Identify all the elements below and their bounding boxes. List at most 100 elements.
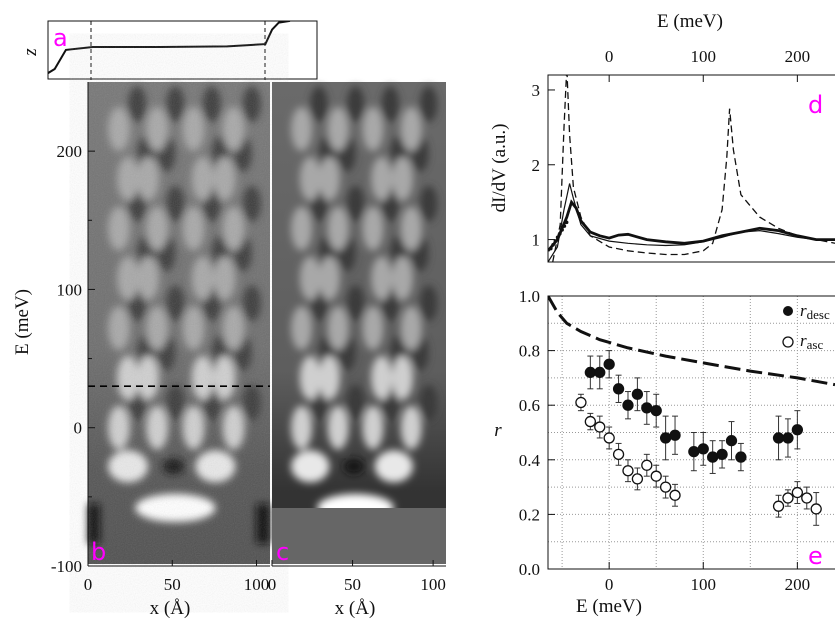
panel-e-point-asc [650,470,662,482]
panel-d-dot [560,228,564,232]
panel-c-xlabel: x (Å) [335,598,376,619]
pattern-fringe [327,107,349,152]
panel-e-point-asc [603,432,615,444]
panel-d-ytick-label: 3 [532,81,541,100]
panel-a-frame [47,20,318,80]
panel-e-label: e [808,542,823,570]
panel-b-ytick-label: 100 [57,280,83,299]
pattern-fringe-dark [346,285,365,322]
panel-d-frame [547,74,835,263]
panel-d-xtick-label: 0 [605,47,614,66]
panel-e-point-asc [669,489,681,501]
panel-d-dot [558,231,562,236]
panel-e-point-desc [707,451,719,463]
panel-e-point-asc [594,421,606,433]
panel-b-xlabel: x (Å) [150,598,191,619]
panel-c: 0 50 100 x (Å) c [268,82,446,619]
pattern-fringe-dark [419,86,438,123]
panel-d-series-thin [548,183,835,262]
legend-asc-label: rasc [800,331,823,352]
panel-c-pattern [291,86,438,522]
panel-e-point-desc [603,358,615,370]
panel-e-point-desc [612,383,625,395]
panel-e-point-desc [631,388,644,400]
legend-open-marker [782,336,794,348]
panel-e-point-desc [772,432,785,444]
panel-e-ytick-label: 1.0 [519,287,540,306]
panel-e-point-asc [584,415,596,428]
panel-b-ytick-label: 0 [74,419,83,438]
pattern-spot [291,450,330,483]
panel-e-plot [548,296,835,526]
panel-e-point-desc [688,445,700,458]
panel-e-point-asc [791,486,804,499]
pattern-fringe [318,156,340,201]
panel-e-point-desc [659,432,672,444]
pattern-fringe [362,405,384,450]
pattern-fringe [318,256,340,301]
panel-e-point-desc [584,366,596,379]
panel-e-point-desc [782,432,794,444]
panel-e-point-asc [641,459,653,471]
panel-e-legend: rdesc rasc [782,301,830,352]
panel-d-xtick-label: 100 [691,47,717,66]
panel-e-point-desc [594,366,606,379]
panel-c-floor [272,508,446,564]
panel-e-xlabel: E (meV) [576,596,642,617]
panel-e-point-asc [575,396,587,409]
panel-c-label: c [276,538,289,566]
panel-e-point-desc [716,448,728,460]
panel-d-label: d [808,91,823,119]
pattern-fringe [318,355,340,400]
panel-d-series-dashed [552,75,835,262]
panel-e-point-desc [725,435,738,447]
pattern-fringe-dark [346,185,365,222]
panel-c-ticks: 0 50 100 [268,560,446,594]
pattern-fringe [299,355,321,400]
panel-d-ytick-label: 1 [532,231,541,250]
panel-e-point-desc [641,402,653,414]
panel-e-point-asc [659,481,672,493]
panel-e-point-desc [669,429,681,441]
pattern-fringe-dark [419,185,438,222]
panel-e-xtick-label: 0 [605,575,614,594]
legend-filled-marker [783,306,793,316]
panel-e-ytick-label: 0.6 [519,396,540,415]
panel-d-dot [555,235,560,240]
pattern-fringe-dark [419,285,438,322]
panel-d-ticks: 0 100 200 1 2 3 [532,47,811,250]
panel-d-dot [551,242,555,247]
panel-e-ticks: 0.0 0.2 0.4 0.6 0.8 1.0 0 100 200 [519,287,810,594]
panel-a: z a [20,20,318,80]
panel-e-point-desc [650,405,662,417]
panel-a-label: a [53,24,68,52]
pattern-fringe [392,355,413,400]
panel-e-point-asc [612,448,625,460]
panel-e-ytick-label: 0.4 [519,451,541,470]
pattern-spot [374,450,413,483]
pattern-fringe [291,206,313,251]
pattern-fringe [362,206,384,251]
panel-e-theory-curve [548,296,835,387]
panel-e-xtick-label: 200 [785,575,811,594]
panel-a-plot [48,21,291,74]
panel-b-xtick-label: 50 [164,575,181,594]
panel-e-point-desc [735,451,747,463]
pattern-fringe-dark [381,86,400,123]
pattern-fringe [291,405,313,450]
panel-a-ylabel: z [20,48,41,57]
panel-a-profile-line [48,21,291,74]
panel-e-ylabel: r [494,420,502,441]
panel-e-xtick-label: 100 [691,575,717,594]
pattern-fringe [371,355,393,400]
panel-b-ytick-label: -100 [51,557,82,576]
pattern-fringe [400,107,422,152]
panel-e-point-asc [772,500,785,512]
panel-e-point-asc [782,492,794,504]
panel-d-xtick-label: 200 [785,47,811,66]
pattern-fringe [371,256,393,301]
panel-c-xtick-label: 50 [344,575,361,594]
